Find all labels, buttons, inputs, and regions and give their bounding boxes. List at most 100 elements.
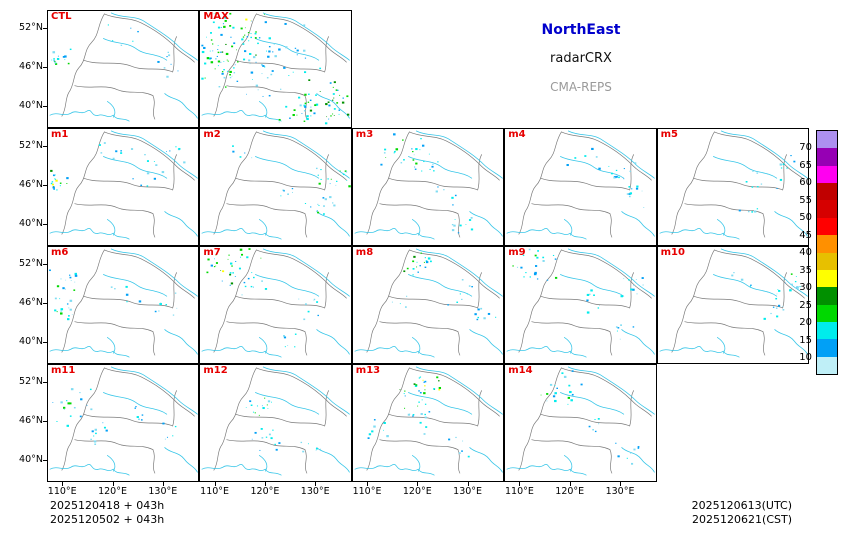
radar-echo [348, 185, 351, 188]
panel-m8: m8 [351, 246, 505, 364]
radar-echo [295, 333, 297, 335]
radar-echo [249, 52, 252, 55]
radar-echo [73, 406, 76, 409]
radar-echo [89, 388, 92, 391]
radar-echo [437, 380, 440, 382]
radar-echo [169, 150, 171, 152]
radar-echo [170, 63, 172, 65]
radar-echo [272, 70, 275, 72]
radar-echo [69, 274, 71, 276]
radar-echo [141, 414, 144, 416]
radar-echo [416, 405, 418, 407]
radar-echo [220, 61, 222, 63]
radar-echo [69, 299, 73, 302]
radar-echo [411, 260, 414, 263]
radar-echo [242, 43, 245, 45]
radar-echo [249, 63, 251, 65]
radar-echo [333, 86, 335, 88]
radar-echo [253, 286, 255, 288]
radar-echo [303, 49, 306, 52]
lon-tick-mark [620, 482, 622, 486]
radar-echo [53, 58, 55, 60]
radar-echo [135, 406, 137, 408]
radar-echo [595, 156, 598, 158]
radar-echo [308, 93, 311, 95]
radar-echo [419, 421, 422, 424]
radar-echo [265, 288, 268, 290]
lon-tick-mark [367, 482, 369, 486]
radar-echo [636, 185, 639, 188]
colorbar-segment [817, 287, 837, 305]
radar-echo [304, 106, 307, 108]
radar-echo [146, 172, 150, 175]
colorbar-segment [817, 183, 837, 201]
radar-echo [418, 390, 420, 392]
radar-echo [298, 298, 300, 300]
radar-echo [91, 430, 94, 433]
radar-echo [566, 164, 570, 167]
radar-echo [103, 426, 106, 429]
radar-echo [63, 408, 65, 410]
radar-echo [785, 167, 788, 169]
radar-echo [254, 32, 257, 35]
map-canvas-m6 [49, 248, 198, 358]
radar-echo [522, 254, 525, 257]
radar-echo [251, 20, 253, 22]
lon-tick-label: 120°E [555, 486, 585, 497]
radar-echo [211, 264, 214, 267]
radar-echo [424, 380, 427, 383]
radar-echo [57, 55, 59, 57]
radar-echo [69, 276, 72, 279]
radar-echo [232, 150, 235, 153]
radar-echo [561, 372, 564, 375]
radar-echo [399, 389, 401, 391]
radar-echo [608, 165, 610, 167]
radar-echo [620, 324, 623, 326]
radar-echo [556, 387, 559, 389]
radar-echo [227, 70, 229, 72]
radar-echo [218, 51, 220, 54]
radar-echo [239, 156, 242, 158]
radar-echo [550, 383, 553, 386]
lon-tick-label: 120°E [402, 486, 432, 497]
radar-echo [53, 188, 55, 190]
radar-echo [452, 204, 454, 206]
radar-echo [322, 197, 325, 199]
radar-echo [458, 452, 461, 454]
radar-echo [245, 18, 248, 21]
radar-echo [636, 187, 639, 190]
radar-echo [301, 113, 303, 114]
radar-echo [774, 297, 777, 300]
radar-echo [316, 103, 319, 106]
radar-echo [451, 229, 455, 232]
radar-echo [177, 70, 179, 72]
radar-echo [246, 407, 248, 408]
lat-tick-mark [43, 223, 47, 225]
panel-label-m3: m3 [355, 129, 374, 140]
colorbar-tick-label: 45 [799, 229, 812, 241]
radar-echo [383, 152, 386, 154]
radar-echo [157, 60, 160, 63]
radar-echo [280, 88, 282, 90]
radar-echo [553, 254, 555, 257]
radar-echo [432, 170, 435, 172]
radar-echo [316, 449, 317, 451]
radar-echo [412, 415, 414, 417]
radar-echo [251, 285, 253, 288]
radar-echo [623, 278, 625, 280]
panel-CTL: CTL [47, 10, 200, 128]
radar-echo [318, 174, 320, 176]
radar-echo [782, 279, 784, 281]
lat-tick-label: 52°N [19, 376, 43, 388]
radar-echo [49, 269, 51, 272]
radar-echo [745, 181, 748, 183]
colorbar-segment [817, 269, 837, 288]
radar-echo [255, 37, 258, 39]
radar-echo [641, 190, 643, 192]
lat-tick-label: 46°N [19, 179, 43, 191]
radar-echo [98, 144, 101, 146]
radar-echo [244, 152, 246, 154]
radar-echo [310, 106, 312, 108]
radar-echo [247, 36, 249, 38]
radar-echo [740, 278, 743, 281]
